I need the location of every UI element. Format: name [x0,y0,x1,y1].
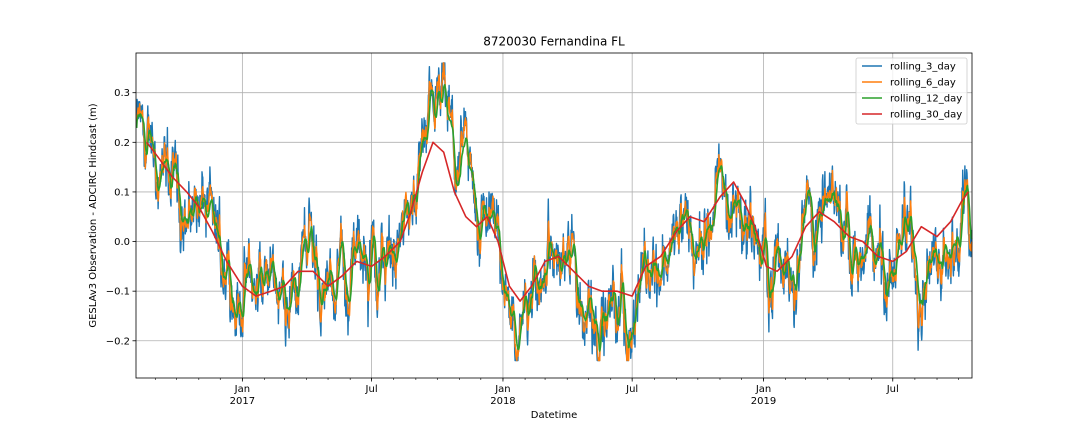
y-tick-label: 0.3 [114,88,130,99]
x-tick-year-label: 2019 [751,396,776,407]
y-tick-label: −0.1 [106,287,130,298]
x-tick-label: Jan [234,384,250,395]
y-tick-label: −0.2 [106,336,130,347]
series-line-rolling-30-day [146,141,970,302]
series-layer [135,62,973,362]
x-tick-label: Jul [365,384,378,395]
y-tick-label: 0.2 [114,138,130,149]
y-tick-label: 0.1 [114,187,130,198]
y-axis: −0.2 −0.1 0.0 0.1 0.2 0.3 [106,88,136,347]
x-tick-label: Jan [755,384,771,395]
y-tick-label: 0.0 [114,237,130,248]
x-tick-label: Jul [625,384,638,395]
legend-label: rolling_12_day [890,94,962,105]
x-tick-year-label: 2017 [230,396,255,407]
series-line-rolling-12-day [135,83,973,352]
plot-frame [135,52,973,379]
x-tick-year-label: 2018 [490,396,515,407]
series-line-rolling-6-day [136,62,973,362]
x-tick-label: Jan [494,384,510,395]
legend-box [855,57,968,125]
x-tick-label: Jul [886,384,899,395]
legend-label: rolling_30_day [890,110,962,121]
legend: rolling_3_day rolling_6_day rolling_12_day… [855,57,968,125]
chart-title: 8720030 Fernandina FL [483,35,625,49]
y-axis-label: GESLAv3 Observation - ADCIRC Hindcast (m… [88,103,99,327]
legend-label: rolling_6_day [890,78,956,89]
legend-label: rolling_3_day [890,62,956,73]
x-axis-label: Datetime [531,410,578,421]
